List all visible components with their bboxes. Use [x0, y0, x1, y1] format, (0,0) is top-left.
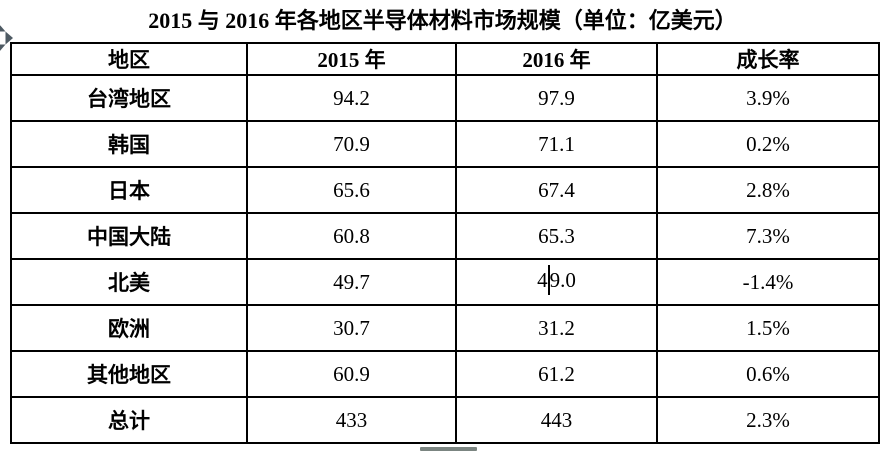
scrollbar-thumb[interactable]	[420, 447, 477, 451]
cell-y2016[interactable]: 71.1	[455, 120, 658, 168]
cell-region[interactable]: 台湾地区	[10, 74, 248, 122]
table-move-handle-icon[interactable]	[0, 23, 14, 53]
cell-y2015[interactable]: 60.9	[246, 350, 457, 398]
column-header-y2015[interactable]: 2015 年	[246, 42, 457, 76]
cell-y2015[interactable]: 49.7	[246, 258, 457, 306]
column-header-y2016[interactable]: 2016 年	[455, 42, 658, 76]
cell-region[interactable]: 日本	[10, 166, 248, 214]
table-row: 欧洲 30.7 31.2 1.5%	[10, 304, 880, 352]
data-table: 地区 2015 年 2016 年成长率 台湾地区 94.2 97.9 3.9% 韩国 70.9…	[10, 42, 880, 444]
table-row: 其他地区 60.9 61.2 0.6%	[10, 350, 880, 398]
cell-region[interactable]: 北美	[10, 258, 248, 306]
cell-y2015[interactable]: 94.2	[246, 74, 457, 122]
cell-region[interactable]: 总计	[10, 396, 248, 444]
cell-y2016[interactable]: 31.2	[455, 304, 658, 352]
table-row: 台湾地区 94.2 97.9 3.9%	[10, 74, 880, 122]
cell-growth[interactable]: 2.8%	[656, 166, 880, 214]
cell-region[interactable]: 其他地区	[10, 350, 248, 398]
cell-y2016[interactable]: 443	[455, 396, 658, 444]
cell-growth[interactable]: -1.4%	[656, 258, 880, 306]
cell-growth[interactable]: 2.3%	[656, 396, 880, 444]
cell-y2016[interactable]: 65.3	[455, 212, 658, 260]
table-row: 韩国 70.9 71.1 0.2%	[10, 120, 880, 168]
cell-region[interactable]: 韩国	[10, 120, 248, 168]
cell-region[interactable]: 中国大陆	[10, 212, 248, 260]
header-row: 地区 2015 年 2016 年成长率	[10, 42, 880, 76]
cell-y2015[interactable]: 30.7	[246, 304, 457, 352]
text-caret	[547, 265, 550, 295]
cell-y2015[interactable]: 65.6	[246, 166, 457, 214]
table-row: 北美 49.7 49.0 -1.4%	[10, 258, 880, 306]
cell-y2015[interactable]: 433	[246, 396, 457, 444]
table-row: 中国大陆 60.8 65.3 7.3%	[10, 212, 880, 260]
cell-y2015[interactable]: 60.8	[246, 212, 457, 260]
cell-y2016[interactable]: 61.2	[455, 350, 658, 398]
cell-growth[interactable]: 3.9%	[656, 74, 880, 122]
cell-growth[interactable]: 1.5%	[656, 304, 880, 352]
cell-growth[interactable]: 7.3%	[656, 212, 880, 260]
table-body: 台湾地区 94.2 97.9 3.9% 韩国 70.9 71.1 0.2% 日本 65.6 67.4…	[10, 74, 880, 444]
cell-y2015[interactable]: 70.9	[246, 120, 457, 168]
cell-y2016[interactable]: 97.9	[455, 74, 658, 122]
table-title: 2015 与 2016 年各地区半导体材料市场规模（单位：亿美元）	[148, 8, 737, 33]
table-row: 日本 65.6 67.4 2.8%	[10, 166, 880, 214]
column-header-growth[interactable]: 成长率	[656, 42, 880, 76]
cell-growth[interactable]: 0.6%	[656, 350, 880, 398]
column-header-region[interactable]: 地区	[10, 42, 248, 76]
cell-y2016[interactable]: 67.4	[455, 166, 658, 214]
move-arrows-icon	[0, 25, 13, 51]
table-row: 总计 433 443 2.3%	[10, 396, 880, 444]
cell-growth[interactable]: 0.2%	[656, 120, 880, 168]
cell-y2016[interactable]: 49.0	[455, 258, 658, 306]
cell-region[interactable]: 欧洲	[10, 304, 248, 352]
